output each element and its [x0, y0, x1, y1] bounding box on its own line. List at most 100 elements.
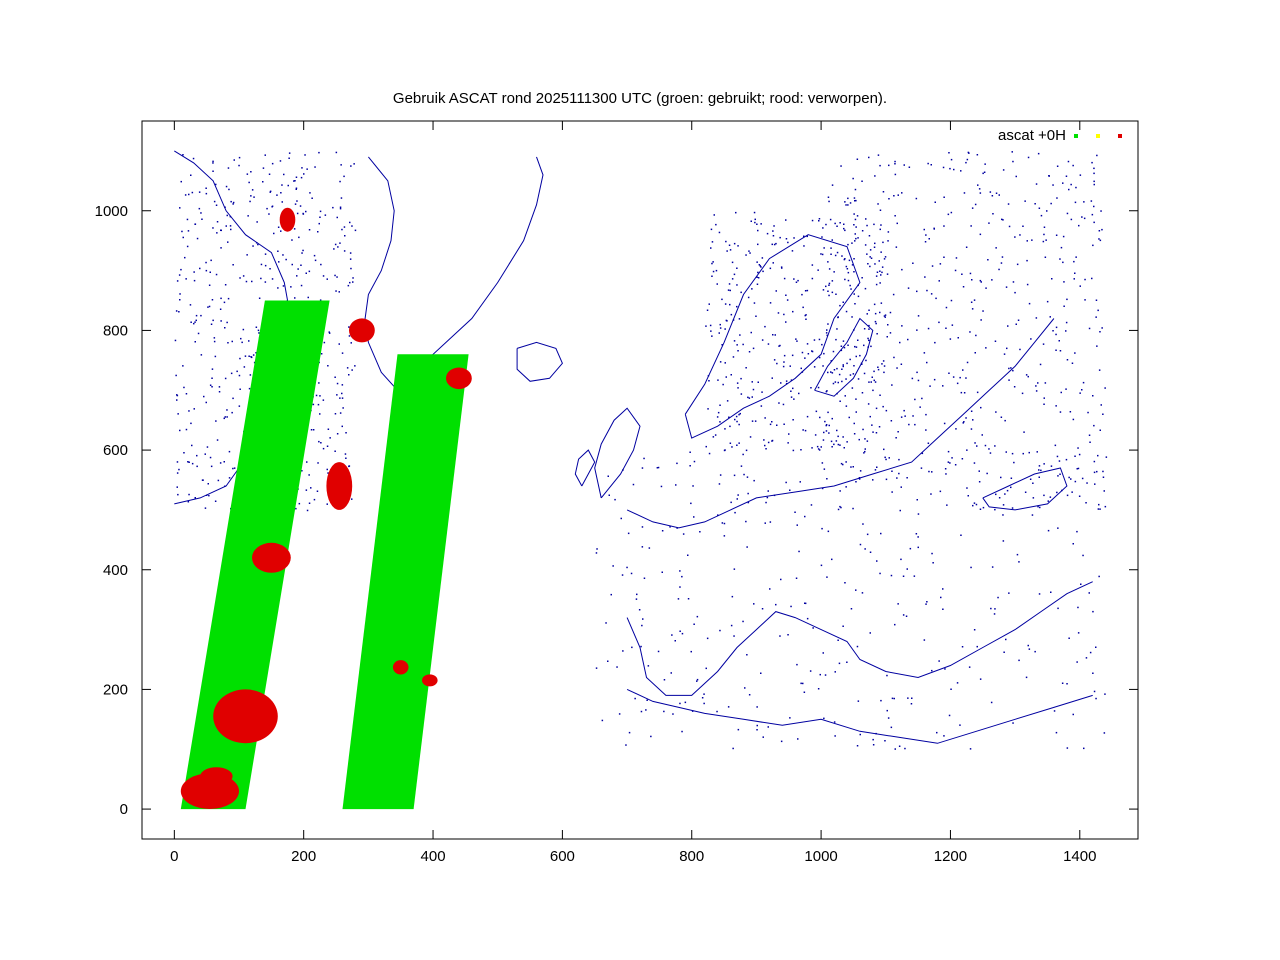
coastline-speck	[230, 372, 233, 375]
coastline-speck	[785, 481, 787, 484]
coastline-speck	[944, 468, 947, 470]
coastline-speck	[300, 176, 303, 179]
coastline-speck	[717, 411, 720, 414]
coastline-speck	[952, 376, 955, 378]
coastline-speck	[804, 602, 807, 605]
coastline-speck	[945, 306, 948, 309]
coastline-speck	[200, 212, 202, 214]
coastline-speck	[210, 259, 212, 262]
coastline-speck	[1099, 508, 1101, 510]
coastline-speck	[276, 194, 278, 196]
coastline-speck	[296, 212, 299, 215]
coastline-speck	[1028, 648, 1031, 650]
coastline-speck	[1026, 240, 1028, 242]
coastline-speck	[943, 735, 945, 737]
coastline-speck	[1088, 434, 1091, 436]
coastline-speck	[915, 197, 918, 200]
coastline-speck	[769, 588, 771, 590]
coastline-speck	[706, 637, 709, 640]
coastline-speck	[317, 462, 319, 464]
coastline-speck	[334, 450, 336, 452]
coastline-speck	[1072, 164, 1074, 167]
coastline-speck	[971, 308, 974, 310]
coastline-speck	[186, 218, 189, 221]
coastline-speck	[336, 382, 339, 385]
coastline-speck	[927, 162, 929, 165]
coastline-speck	[926, 289, 928, 292]
coastline-speck	[773, 359, 776, 361]
coastline-speck	[975, 334, 977, 337]
coastline-speck	[854, 218, 857, 221]
coastline-speck	[709, 324, 712, 327]
coastline-speck	[825, 223, 827, 226]
coastline-speck	[879, 164, 881, 167]
coastline-speck	[348, 374, 350, 376]
coastline-speck	[879, 572, 881, 575]
coastline-speck	[322, 447, 325, 450]
coastline-speck	[766, 496, 769, 499]
coastline-speck	[681, 575, 683, 578]
coastline-speck	[994, 608, 996, 610]
coastline-speck	[716, 283, 718, 285]
coastline-speck	[1045, 239, 1047, 241]
coastline-speck	[621, 574, 624, 576]
coastline-speck	[852, 177, 854, 180]
coastline-speck	[879, 270, 881, 272]
coastline-speck	[176, 280, 179, 282]
coastline-speck	[182, 365, 184, 367]
coastline-speck	[844, 201, 846, 203]
rejected-cluster	[349, 318, 375, 343]
coastline-speck	[1032, 497, 1035, 499]
coastline-speck	[338, 343, 340, 345]
coastline-speck	[896, 222, 898, 225]
rejected-layer	[180, 207, 472, 809]
coastline-speck	[949, 338, 952, 340]
coastline-speck	[995, 493, 997, 496]
coastline-speck	[1037, 152, 1040, 155]
coastline-speck	[988, 222, 990, 224]
coastline-speck	[874, 381, 877, 383]
coastline-speck	[859, 733, 861, 736]
coastline-speck	[841, 368, 843, 370]
coastline-speck	[923, 228, 925, 231]
coastline-speck	[1090, 200, 1093, 202]
coastline-speck	[758, 264, 761, 266]
coastline-speck	[1036, 451, 1038, 453]
coastline-speck	[828, 268, 831, 270]
coastline-layer	[174, 150, 1108, 750]
coastline-speck	[833, 271, 835, 273]
coastline-speck	[1038, 593, 1041, 595]
coastline-speck	[176, 394, 179, 397]
coastline-speck	[185, 393, 188, 395]
coastline-speck	[672, 713, 674, 715]
coastline-speck	[336, 216, 338, 219]
coastline-speck	[842, 364, 844, 366]
coastline-speck	[1021, 392, 1024, 395]
coastline-speck	[891, 384, 893, 386]
coastline-speck	[877, 203, 879, 205]
plot-frame	[141, 120, 1139, 840]
coastline-speck	[595, 552, 598, 554]
coastline-speck	[916, 371, 918, 374]
coastline-speck	[735, 415, 738, 418]
coastline-speck	[726, 320, 728, 322]
coastline-speck	[793, 398, 795, 400]
coastline-speck	[1057, 607, 1059, 610]
coastline-speck	[632, 483, 635, 486]
coastline-speck	[230, 200, 232, 203]
coastline-speck	[1101, 228, 1103, 231]
coastline-speck	[998, 497, 1001, 499]
coastline-speck	[933, 227, 935, 230]
coastline-speck	[190, 422, 192, 425]
coastline-speck	[687, 554, 689, 556]
coastline-speck	[703, 693, 705, 695]
coastline-speck	[322, 275, 325, 277]
coastline-speck	[1093, 460, 1096, 463]
coastline-speck	[230, 228, 232, 231]
y-tick-label: 1000	[95, 203, 128, 220]
coastline-speck	[293, 180, 295, 182]
coastline-speck	[843, 447, 845, 449]
coastline-speck	[972, 504, 974, 507]
coastline-speck	[271, 278, 274, 280]
coastline-speck	[1093, 471, 1096, 474]
